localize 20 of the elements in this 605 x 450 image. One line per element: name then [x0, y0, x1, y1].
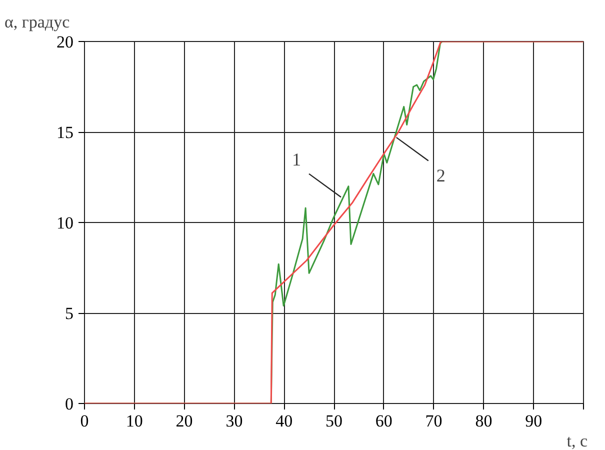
x-tick-label: 90 [525, 412, 542, 430]
y-tick-label: 10 [56, 214, 74, 232]
y-tick-label: 20 [56, 32, 74, 52]
annotation: 2 [436, 165, 446, 186]
x-tick-label: 40 [276, 412, 293, 430]
line-series [84, 42, 584, 404]
x-tick-label: 20 [176, 412, 193, 430]
y-tick-label: 15 [56, 123, 74, 142]
x-tick-label: 80 [475, 412, 492, 430]
x-axis-title: t, c [566, 432, 588, 450]
y-axis-title: α, градус [4, 12, 70, 32]
x-tick-label: 60 [375, 412, 392, 430]
x-tick-label: 70 [425, 412, 442, 430]
x-tick-label: 30 [226, 412, 243, 430]
y-tick-label: 0 [65, 394, 74, 414]
x-tick-label: 50 [326, 412, 342, 430]
x-tick-label: 0 [80, 412, 89, 430]
y-tick-label: 5 [65, 304, 74, 323]
annotation: 1 [292, 149, 301, 170]
x-tick-label: 10 [126, 412, 143, 430]
